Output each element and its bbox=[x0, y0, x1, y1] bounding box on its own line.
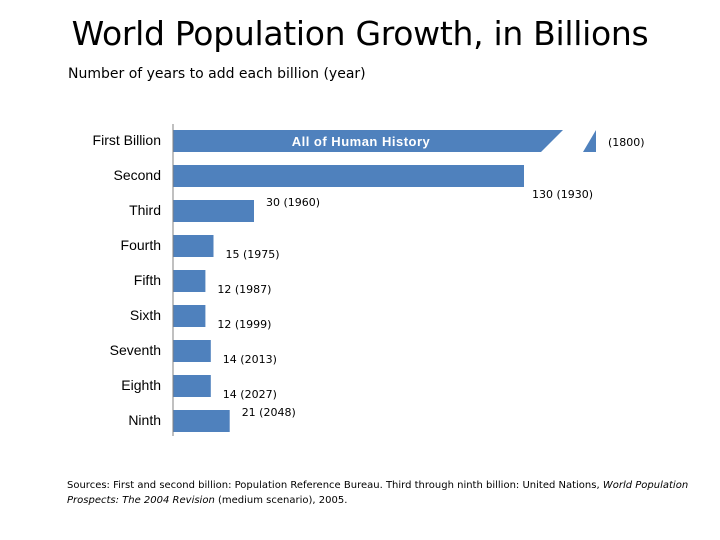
data-label-5: 12 (1999) bbox=[217, 318, 271, 331]
source-suffix: (medium scenario), 2005. bbox=[217, 495, 348, 506]
bar-2 bbox=[173, 200, 254, 222]
source-publication: World Population Prospects: The 2004 Rev… bbox=[67, 480, 689, 506]
category-label-6: Seventh bbox=[110, 342, 161, 358]
category-label-7: Eighth bbox=[121, 377, 161, 393]
chart-subtitle: Number of years to add each billion (yea… bbox=[68, 66, 366, 82]
data-label-0: (1800) bbox=[608, 136, 645, 149]
bar-4 bbox=[173, 270, 206, 292]
category-label-3: Fourth bbox=[121, 237, 161, 253]
bar-1 bbox=[173, 165, 524, 187]
source-prefix: Sources: First and second billion: Popul… bbox=[67, 480, 600, 491]
data-label-7: 14 (2027) bbox=[223, 388, 277, 401]
bar-annotation: All of Human History bbox=[292, 134, 431, 149]
bar-3 bbox=[173, 235, 214, 257]
chart-title: World Population Growth, in Billions bbox=[71, 14, 649, 53]
category-label-8: Ninth bbox=[128, 412, 161, 428]
category-label-2: Third bbox=[129, 202, 161, 218]
data-label-3: 15 (1975) bbox=[226, 248, 280, 261]
bar-0-continuation bbox=[583, 130, 596, 152]
data-label-1: 130 (1930) bbox=[532, 188, 593, 201]
bar-7 bbox=[173, 375, 211, 397]
bar-0 bbox=[173, 130, 563, 152]
category-label-4: Fifth bbox=[134, 272, 161, 288]
category-label-1: Second bbox=[114, 167, 161, 183]
data-label-6: 14 (2013) bbox=[223, 353, 277, 366]
bar-5 bbox=[173, 305, 206, 327]
category-label-0: First Billion bbox=[93, 132, 161, 148]
source-note: Sources: First and second billion: Popul… bbox=[67, 478, 697, 508]
data-label-4: 12 (1987) bbox=[217, 283, 271, 296]
data-label-8: 21 (2048) bbox=[242, 406, 296, 419]
bar-8 bbox=[173, 410, 230, 432]
category-label-5: Sixth bbox=[130, 307, 161, 323]
data-label-2: 30 (1960) bbox=[266, 196, 320, 209]
bar-6 bbox=[173, 340, 211, 362]
